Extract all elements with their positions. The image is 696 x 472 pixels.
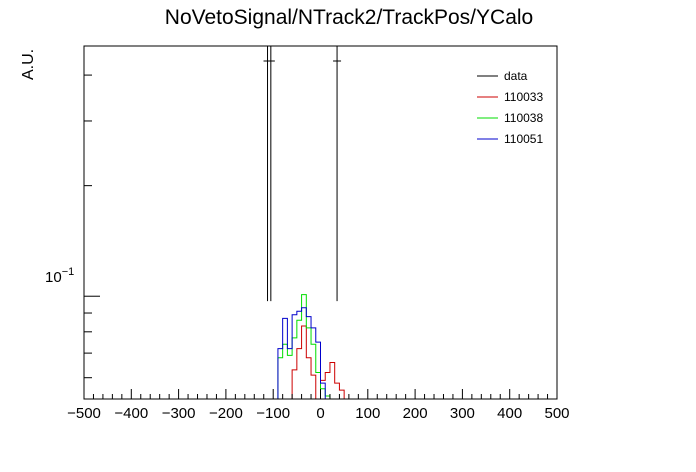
legend-label: data <box>504 69 528 83</box>
legend-label: 110033 <box>504 90 543 104</box>
legend-label: 110051 <box>504 132 543 146</box>
x-tick-label: −400 <box>114 405 148 422</box>
y-tick-label: 10−1 <box>45 266 74 286</box>
plot-marks <box>84 46 557 400</box>
y-tick-label-exponent: −1 <box>62 266 75 278</box>
x-tick-label: 0 <box>316 405 324 422</box>
x-tick-label: 300 <box>450 405 475 422</box>
y-tick-label-base: 10 <box>45 269 62 286</box>
chart-title: NoVetoSignal/NTrack2/TrackPos/YCalo <box>165 6 533 29</box>
y-axis: 10−1 <box>45 74 100 379</box>
x-tick-label: 200 <box>403 405 428 422</box>
x-axis: −500 −400 −300 −200 −100 0 100 200 300 400 500 <box>67 389 570 422</box>
x-tick-label: −200 <box>209 405 243 422</box>
series-110033-hist <box>291 325 345 400</box>
series-110051-hist <box>277 307 326 399</box>
legend-label: 110038 <box>504 111 543 125</box>
legend: data 110033 110038 110051 <box>477 69 543 146</box>
x-tick-label: −300 <box>162 405 196 422</box>
y-axis-label: A.U. <box>20 49 37 80</box>
x-tick-label: −100 <box>256 405 290 422</box>
x-tick-label: 100 <box>355 405 380 422</box>
series-110038-hist <box>277 294 331 399</box>
x-tick-label: 400 <box>497 405 522 422</box>
x-tick-label: −500 <box>67 405 101 422</box>
x-tick-label: 500 <box>544 405 569 422</box>
